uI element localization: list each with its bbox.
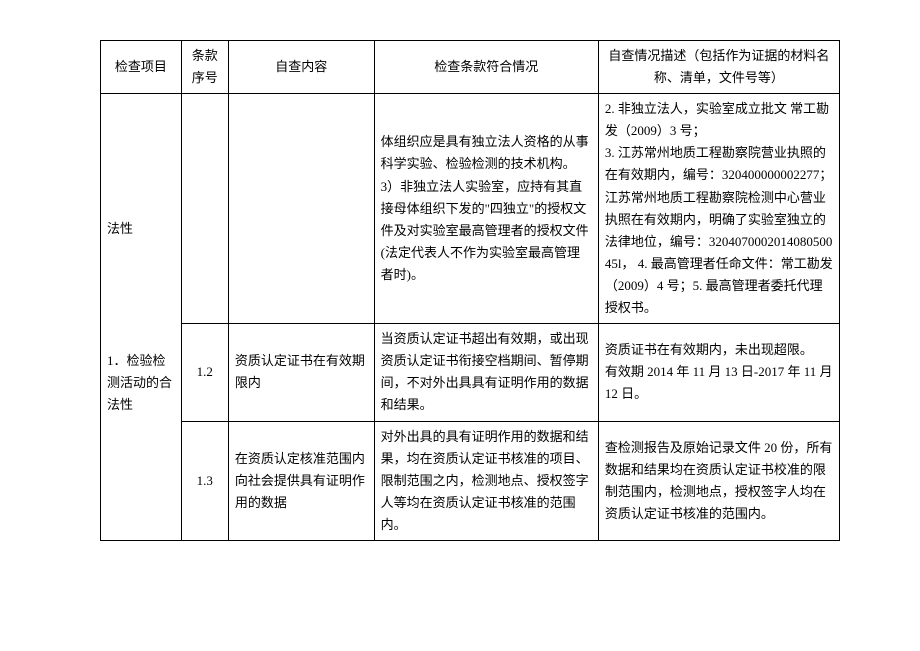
desc-cell: 查检测报告及原始记录文件 20 份，所有数据和结果均在资质认定证书校准的限制范围…	[598, 421, 839, 540]
header-clause: 条款序号	[181, 41, 228, 94]
compliance-cell: 体组织应是具有独立法人资格的从事科学实验、检验检测的技术机构。 3）非独立法人实…	[374, 94, 598, 324]
header-content: 自查内容	[228, 41, 374, 94]
project-main: 1．检验检测活动的合法性	[107, 353, 172, 412]
header-desc: 自查情况描述（包括作为证据的材料名称、清单，文件号等）	[598, 41, 839, 94]
content-cell	[228, 94, 374, 324]
content-cell: 资质认定证书在有效期限内	[228, 324, 374, 421]
clause-cell: 1.2	[181, 324, 228, 421]
header-row: 检查项目 条款序号 自查内容 检查条款符合情况 自查情况描述（包括作为证据的材料…	[101, 41, 840, 94]
compliance-cell: 对外出具的具有证明作用的数据和结果，均在资质认定证书核准的项目、限制范围之内，检…	[374, 421, 598, 540]
content-cell: 在资质认定核准范围内向社会提供具有证明作用的数据	[228, 421, 374, 540]
inspection-table: 检查项目 条款序号 自查内容 检查条款符合情况 自查情况描述（包括作为证据的材料…	[100, 40, 840, 541]
compliance-cell: 当资质认定证书超出有效期，或出现资质认定证书衔接空档期间、暂停期间，不对外出具具…	[374, 324, 598, 421]
table-row: 法性 1．检验检测活动的合法性 体组织应是具有独立法人资格的从事科学实验、检验检…	[101, 94, 840, 324]
desc-cell: 2. 非独立法人，实验室成立批文 常工勘发（2009）3 号； 3. 江苏常州地…	[598, 94, 839, 324]
table-row: 1.3 在资质认定核准范围内向社会提供具有证明作用的数据 对外出具的具有证明作用…	[101, 421, 840, 540]
project-cont: 法性	[107, 221, 133, 236]
header-compliance: 检查条款符合情况	[374, 41, 598, 94]
clause-cell: 1.3	[181, 421, 228, 540]
table-row: 1.2 资质认定证书在有效期限内 当资质认定证书超出有效期，或出现资质认定证书衔…	[101, 324, 840, 421]
project-cell: 法性 1．检验检测活动的合法性	[101, 94, 182, 541]
desc-cell: 资质证书在有效期内，未出现超限。 有效期 2014 年 11 月 13 日-20…	[598, 324, 839, 421]
header-project: 检查项目	[101, 41, 182, 94]
clause-cell	[181, 94, 228, 324]
